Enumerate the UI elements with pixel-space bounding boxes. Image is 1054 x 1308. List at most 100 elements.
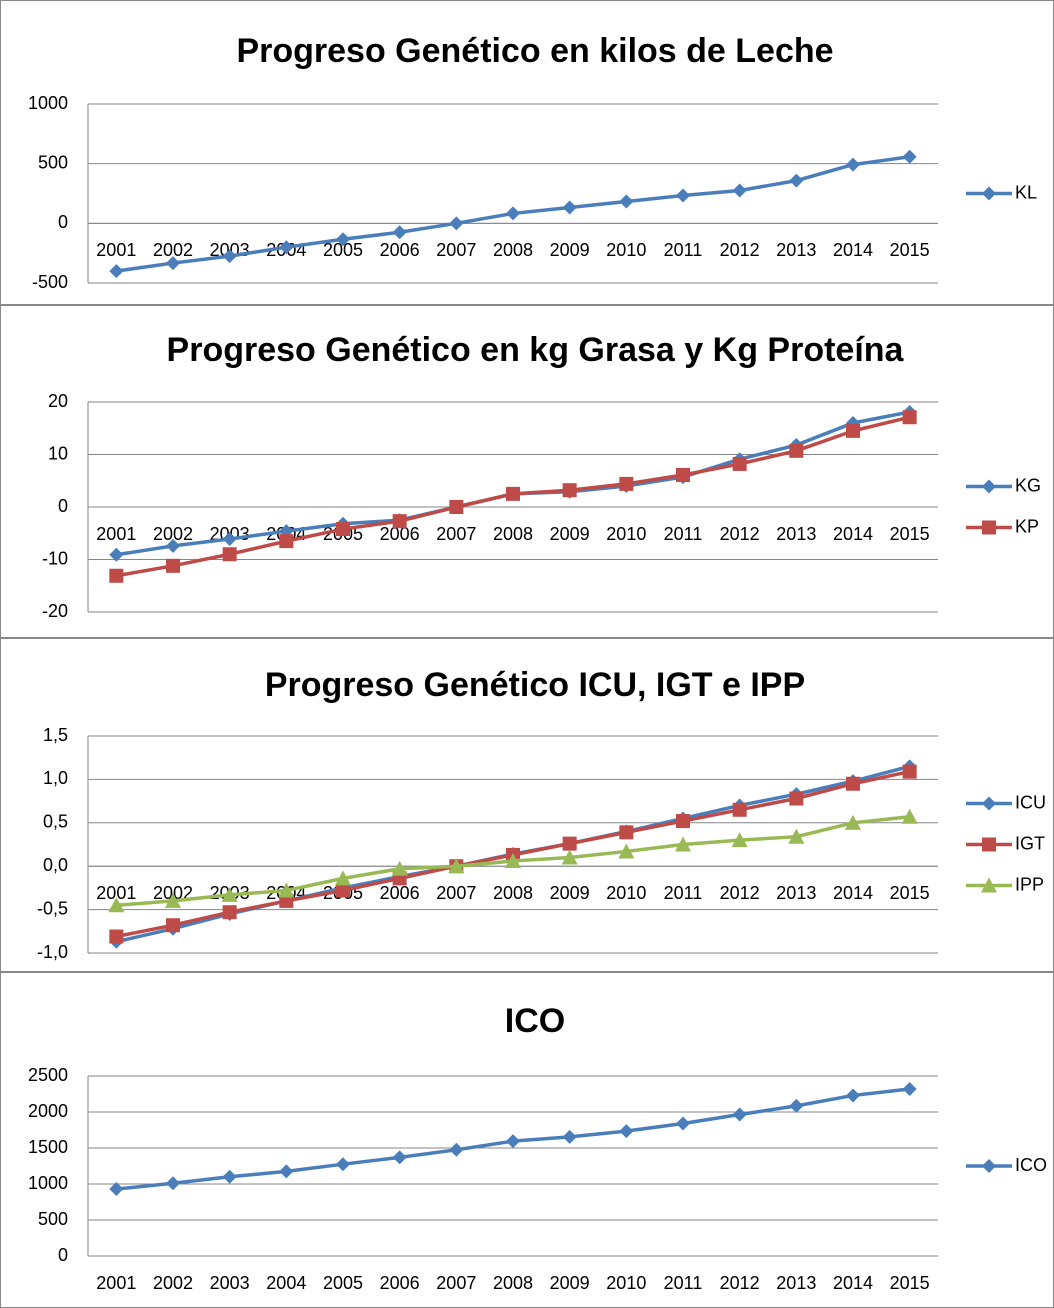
x-tick-label: 2015 [890, 1273, 930, 1293]
data-point [278, 882, 295, 898]
x-tick-label: 2011 [664, 883, 703, 903]
data-point [846, 423, 860, 438]
x-tick-label: 2013 [776, 1273, 816, 1293]
data-point [562, 836, 577, 851]
y-tick-label: -1,0 [37, 942, 68, 962]
data-point [505, 852, 521, 868]
data-point [109, 568, 124, 583]
legend-label: KL [1015, 182, 1037, 202]
x-tick-label: 2013 [776, 524, 816, 544]
legend-label: KG [1015, 475, 1041, 495]
data-point [109, 264, 124, 279]
legend-marker [982, 479, 996, 494]
x-tick-label: 2012 [720, 524, 760, 544]
y-tick-label: 20 [48, 391, 68, 411]
y-tick-label: 1,0 [43, 768, 68, 788]
x-tick-label: 2014 [833, 240, 873, 260]
data-point [279, 534, 294, 549]
data-point [902, 149, 917, 164]
x-tick-label: 2006 [380, 524, 420, 544]
y-tick-label: 0,5 [43, 812, 68, 832]
data-point [902, 410, 917, 425]
data-point [222, 905, 237, 920]
data-point [846, 776, 860, 791]
y-tick-label: 0 [58, 496, 68, 516]
data-point [561, 849, 578, 865]
y-tick-label: 1000 [28, 93, 68, 113]
legend-marker [982, 837, 996, 852]
data-point [506, 486, 520, 501]
x-tick-label: 2008 [493, 883, 533, 903]
data-point [279, 240, 294, 255]
legend-marker [982, 796, 996, 811]
data-point [506, 1134, 520, 1149]
x-tick-label: 2009 [550, 524, 590, 544]
data-point [336, 883, 350, 898]
x-tick-label: 2012 [720, 1273, 760, 1293]
y-tick-label: 0 [58, 212, 68, 232]
x-tick-label: 2010 [606, 524, 646, 544]
data-point [166, 1176, 180, 1191]
data-point [731, 832, 748, 848]
data-point [449, 1142, 464, 1157]
x-tick-label: 2005 [323, 1273, 363, 1293]
data-point [676, 1116, 690, 1131]
data-point [902, 764, 917, 779]
data-point [732, 802, 747, 817]
data-point [392, 1150, 407, 1165]
data-point [336, 232, 350, 247]
y-tick-label: 1000 [28, 1173, 68, 1193]
x-tick-label: 2001 [96, 524, 136, 544]
data-point [221, 886, 238, 902]
y-tick-label: 2500 [28, 1065, 68, 1085]
data-point [676, 467, 690, 482]
data-point [732, 1107, 747, 1122]
data-point [166, 918, 180, 933]
x-tick-label: 2011 [664, 240, 703, 260]
x-tick-label: 2009 [550, 1273, 590, 1293]
data-point [902, 1081, 917, 1096]
y-tick-label: 0,0 [43, 855, 68, 875]
x-tick-label: 2013 [776, 240, 816, 260]
x-tick-label: 2002 [153, 524, 193, 544]
data-point [846, 1088, 860, 1103]
legend-label: IPP [1015, 874, 1044, 894]
x-tick-label: 2012 [720, 240, 760, 260]
x-tick-label: 2015 [890, 240, 930, 260]
data-point [222, 532, 237, 547]
x-tick-label: 2002 [153, 1273, 193, 1293]
x-tick-label: 2001 [96, 240, 136, 260]
x-tick-label: 2005 [323, 240, 363, 260]
data-point [619, 825, 634, 840]
data-point [109, 547, 124, 562]
x-tick-label: 2015 [890, 524, 930, 544]
x-tick-label: 2008 [493, 240, 533, 260]
data-point [562, 483, 577, 498]
x-tick-label: 2014 [833, 1273, 873, 1293]
legend-marker [982, 520, 996, 535]
x-tick-label: 2015 [890, 883, 930, 903]
data-point [108, 897, 125, 913]
x-tick-label: 2012 [720, 883, 760, 903]
data-point [165, 892, 181, 908]
x-tick-label: 2007 [436, 1273, 476, 1293]
data-point [789, 173, 804, 188]
y-tick-label: 0 [58, 1245, 68, 1265]
data-point [675, 836, 691, 852]
data-point [448, 858, 465, 874]
x-tick-label: 2004 [266, 1273, 306, 1293]
data-point [222, 547, 237, 562]
data-point [506, 206, 520, 221]
chart-title: ICO [505, 1002, 565, 1040]
data-point [392, 225, 407, 240]
data-point [336, 522, 350, 537]
x-tick-label: 2013 [776, 883, 816, 903]
y-tick-label: -20 [42, 601, 68, 621]
data-point [279, 1164, 294, 1179]
x-tick-label: 2006 [380, 1273, 420, 1293]
x-tick-label: 2011 [664, 1273, 703, 1293]
data-point [449, 216, 464, 231]
data-point [166, 558, 180, 573]
